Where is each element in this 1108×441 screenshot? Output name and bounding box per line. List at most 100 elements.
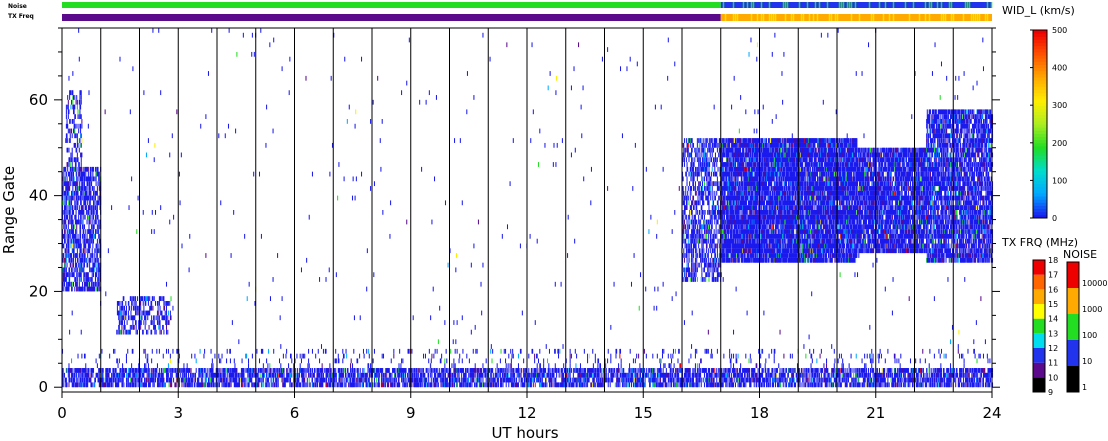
echo-cell <box>516 368 518 373</box>
echo-cell <box>652 382 654 388</box>
echo-cell <box>813 377 815 383</box>
echo-cell <box>689 368 691 373</box>
noise-bar-stripe <box>818 2 821 8</box>
echo-cell <box>776 368 778 373</box>
txfreq-bar-stripe <box>772 14 775 21</box>
echo-cell <box>552 372 554 378</box>
echo-cell <box>668 372 670 378</box>
echo-cell <box>370 382 372 388</box>
echo-cell <box>475 382 478 388</box>
echo-cell <box>636 382 638 388</box>
echo-cell <box>82 257 84 263</box>
echo-cell <box>85 382 87 388</box>
echo-cell <box>341 368 343 373</box>
echo-cell <box>740 382 742 388</box>
echo-cell <box>320 382 323 388</box>
echo-cell <box>756 372 758 378</box>
echo-cell <box>539 363 541 369</box>
echo-cell <box>266 377 268 383</box>
echo-cell <box>663 372 665 378</box>
echo-cell <box>678 377 680 383</box>
echo-cell <box>578 368 580 373</box>
echo-cell <box>696 377 698 383</box>
echo-cell <box>79 210 81 215</box>
echo-cell <box>855 353 857 359</box>
echo-cell <box>960 368 962 373</box>
echo-cell <box>283 368 285 373</box>
echo-cell <box>718 372 720 378</box>
echo-cell <box>255 382 257 388</box>
echo-cell <box>385 368 387 373</box>
echo-cell <box>937 372 939 378</box>
echo-cell <box>333 372 335 378</box>
echo-cell <box>196 377 199 383</box>
echo-cell <box>443 377 445 383</box>
echo-cell <box>322 348 324 354</box>
echo-cell <box>98 248 100 254</box>
echo-cell <box>198 368 200 373</box>
echo-cell <box>339 382 341 388</box>
echo-cell <box>896 358 898 364</box>
echo-cell <box>73 190 75 196</box>
echo-cell <box>298 372 300 378</box>
echo-cell <box>91 186 93 191</box>
echo-cell <box>234 382 236 388</box>
echo-cell <box>71 224 73 230</box>
echo-cell <box>75 253 77 258</box>
echo-cell <box>71 176 73 182</box>
echo-cell <box>85 229 87 234</box>
echo-cell <box>891 372 893 378</box>
echo-cell <box>413 372 416 378</box>
echo-cell <box>629 377 631 383</box>
echo-cell <box>657 372 659 378</box>
echo-cell <box>362 372 364 378</box>
echo-cell <box>676 368 678 373</box>
echo-cell <box>72 219 75 225</box>
echo-cell <box>985 382 987 388</box>
echo-cell <box>319 358 321 364</box>
echo-cell <box>688 377 690 383</box>
echo-cell <box>979 372 981 378</box>
echo-cell <box>888 368 890 373</box>
echo-cell <box>248 382 250 388</box>
echo-cell <box>96 166 98 172</box>
echo-cell <box>98 219 100 225</box>
echo-cell <box>649 377 651 383</box>
echo-cell <box>605 377 607 383</box>
echo-cell <box>606 377 608 383</box>
echo-cell <box>699 372 701 378</box>
echo-cell <box>813 372 815 378</box>
echo-cell <box>152 368 154 373</box>
echo-cell <box>84 243 86 249</box>
echo-cell <box>127 372 129 378</box>
echo-cell <box>337 382 339 388</box>
echo-cell <box>89 238 91 244</box>
echo-cell <box>72 219 74 225</box>
echo-cell <box>989 382 991 388</box>
echo-cell <box>652 372 654 378</box>
echo-cell <box>391 377 393 383</box>
echo-cell <box>358 382 360 388</box>
echo-cell <box>897 377 899 383</box>
echo-cell <box>90 286 92 292</box>
echo-cell <box>963 363 965 369</box>
echo-cell <box>74 190 76 196</box>
echo-cell <box>335 348 337 354</box>
echo-cell <box>939 382 941 388</box>
echo-cell <box>204 368 206 373</box>
echo-cell <box>712 368 714 373</box>
echo-cell <box>445 368 447 373</box>
echo-cell <box>568 382 570 388</box>
echo-cell <box>96 281 98 287</box>
echo-cell <box>595 368 597 373</box>
echo-cell <box>330 377 332 383</box>
echo-cell <box>62 181 64 187</box>
echo-cell <box>833 368 835 373</box>
echo-cell <box>80 190 82 196</box>
echo-cell <box>599 382 602 388</box>
echo-cell <box>703 368 705 373</box>
echo-cell <box>569 363 571 369</box>
echo-cell <box>821 368 823 373</box>
echo-cell <box>740 368 742 373</box>
echo-cell <box>596 372 598 378</box>
